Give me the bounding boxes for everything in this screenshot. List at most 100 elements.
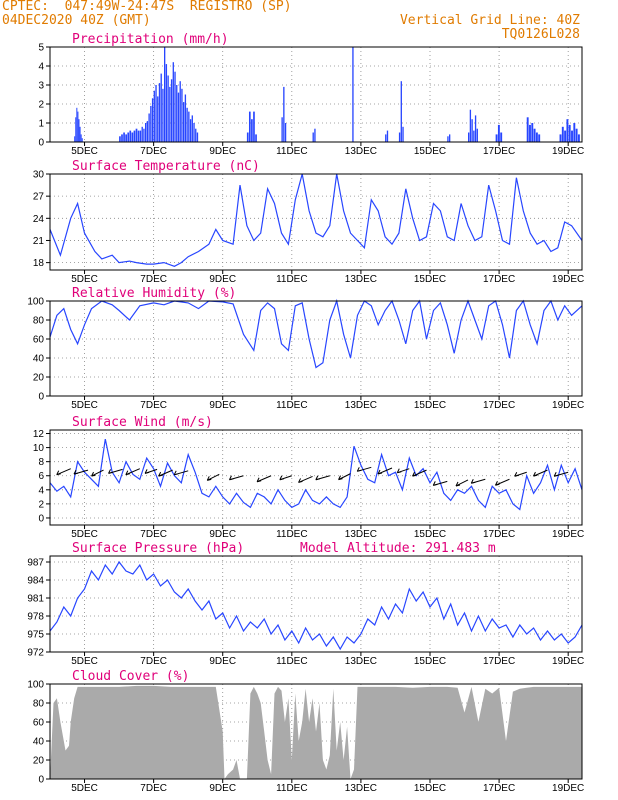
precip-bar (141, 126, 143, 142)
precip-bar (169, 86, 171, 142)
panel-3-ytick-label: 2 (38, 499, 44, 510)
precip-bar (449, 134, 451, 142)
panel-0-xtick-label: 7DEC (140, 146, 167, 157)
precip-bar (571, 130, 573, 142)
precip-bar (559, 134, 562, 142)
precip-bar (398, 132, 401, 142)
precip-bar (184, 94, 187, 142)
precip-bar (385, 134, 387, 142)
precip-bar (162, 88, 164, 142)
precip-bar (561, 126, 564, 142)
panel-1-title: Surface Temperature (nC) (72, 159, 260, 174)
panel-5-title: Cloud Cover (%) (72, 669, 189, 684)
precip-bar (186, 107, 188, 142)
precip-bar (139, 130, 142, 142)
panel-3-ytick-label: 8 (38, 457, 44, 468)
precip-bar (400, 81, 402, 142)
wind-arrow-head (533, 471, 538, 477)
panel-3-xtick-label: 7DEC (140, 529, 167, 540)
precip-bar (195, 128, 197, 142)
panel-5-ytick-label: 60 (33, 718, 45, 729)
precip-bar (81, 138, 83, 142)
precip-bar (79, 126, 81, 142)
panel-4-ytick-label: 975 (27, 630, 44, 641)
panel-2-xtick-label: 15DEC (414, 400, 446, 411)
wind-arrow-head (173, 470, 179, 476)
header-model: TQ0126L028 (501, 27, 580, 42)
panel-4-xtick-label: 13DEC (345, 656, 377, 667)
precip-bar (127, 132, 130, 142)
precip-bar (566, 119, 569, 142)
panel-3-ytick-label: 4 (38, 485, 44, 496)
panel-1-xtick-label: 11DEC (276, 274, 308, 285)
wind-arrow-head (298, 478, 303, 483)
wind-arrow-head (396, 468, 402, 474)
precip-bar (191, 115, 193, 142)
panel-5-xtick-label: 13DEC (345, 783, 377, 794)
precip-bar (143, 128, 145, 142)
wind-arrow-head (315, 475, 320, 481)
precip-bar (131, 132, 134, 142)
panel-5-xtick-label: 11DEC (276, 783, 308, 794)
wind-arrow-head (514, 471, 519, 477)
precip-bar (476, 128, 478, 142)
panel-1-xtick-label: 9DEC (209, 274, 236, 285)
panel-1-xtick-label: 13DEC (345, 274, 377, 285)
precip-bar (255, 134, 257, 142)
panel-0-xtick-label: 9DEC (209, 146, 236, 157)
panel-5-ytick-label: 0 (38, 775, 44, 786)
precip-bar (125, 134, 127, 142)
panel-3-ytick-label: 10 (33, 443, 45, 454)
panel-4-xtick-label: 19DEC (552, 656, 584, 667)
panel-0-xtick-label: 17DEC (483, 146, 515, 157)
precip-bar (386, 130, 389, 142)
panel-1-ytick-label: 30 (33, 170, 45, 181)
panel-4-title: Surface Pressure (hPa) (72, 541, 244, 556)
panel-0-title: Precipitation (mm/h) (72, 32, 229, 47)
precip-bar (531, 123, 534, 142)
wind-arrow-head (229, 475, 234, 481)
panel-3-xtick-label: 9DEC (209, 529, 236, 540)
precip-bar (157, 96, 159, 142)
precip-bar (145, 123, 147, 142)
precip-bar (535, 132, 538, 142)
precip-bar (473, 130, 475, 142)
panel-2-title: Relative Humidity (%) (72, 286, 236, 301)
panel-1-xtick-label: 15DEC (414, 274, 446, 285)
panel-2-xtick-label: 9DEC (209, 400, 236, 411)
panel-2-ytick-label: 100 (27, 297, 44, 308)
panel-0-xtick-label: 15DEC (414, 146, 446, 157)
precip-bar (76, 107, 78, 142)
wind-arrow-head (256, 477, 262, 483)
precip-bar (177, 92, 180, 142)
panel-1-xtick-label: 5DEC (71, 274, 98, 285)
precip-bar (78, 119, 80, 142)
precip-bar (283, 86, 285, 142)
panel-4-xtick-label: 5DEC (71, 656, 98, 667)
precip-bar (133, 130, 136, 142)
precip-bar (575, 128, 578, 142)
panel-4-xtick-label: 9DEC (209, 656, 236, 667)
panel-0-xtick-label: 11DEC (276, 146, 308, 157)
precip-bar (172, 62, 174, 143)
panel-0-xtick-label: 19DEC (552, 146, 584, 157)
wind-arrow-head (91, 471, 96, 477)
panel-3-xtick-label: 13DEC (345, 529, 377, 540)
panel-3-xtick-label: 15DEC (414, 529, 446, 540)
precip-bar (526, 117, 529, 142)
precip-bar (281, 117, 283, 142)
wind-arrow-head (377, 469, 383, 475)
wind-arrow-head (108, 469, 113, 474)
panel-4-annotation: Model Altitude: 291.483 m (300, 541, 496, 556)
panel-0-ytick-label: 3 (38, 81, 44, 92)
wind-arrow-head (56, 470, 61, 476)
precip-bar (447, 136, 449, 142)
panel-1-ytick-label: 24 (33, 214, 45, 225)
panel-2-ytick-label: 40 (33, 354, 45, 365)
precip-bar (165, 64, 168, 142)
panel-5-ytick-label: 80 (33, 699, 45, 710)
panel-2-ytick-label: 60 (33, 335, 45, 346)
wind-arrow-head (338, 475, 343, 481)
panel-0-ytick-label: 2 (38, 100, 44, 111)
wind-arrow-head (455, 481, 461, 487)
